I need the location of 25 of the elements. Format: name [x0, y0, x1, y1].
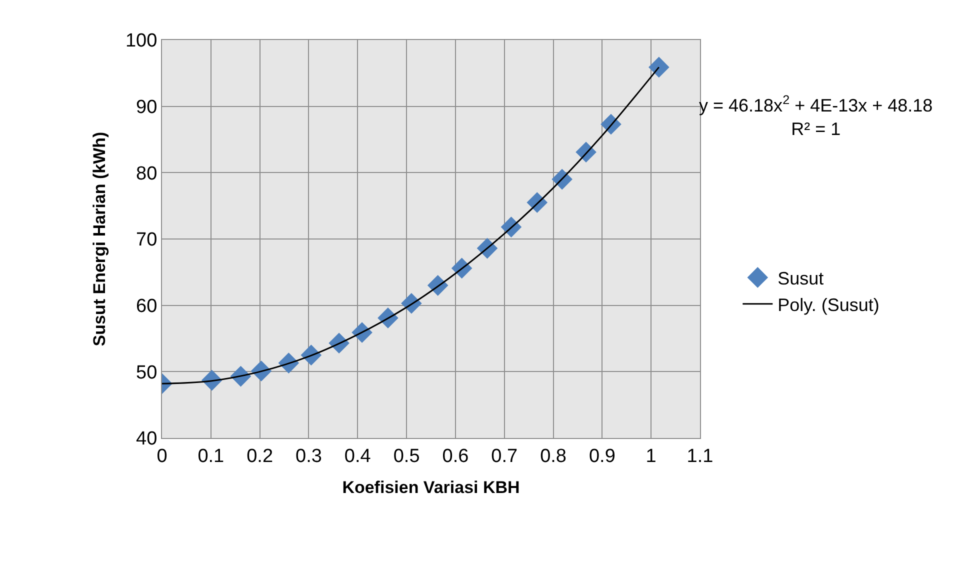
y-tick-label: 40 — [136, 428, 158, 450]
x-tick-label: 0.1 — [198, 446, 224, 467]
x-tick-label: 1.1 — [686, 446, 714, 467]
y-tick-label: 80 — [136, 163, 158, 184]
y-tick-label: 70 — [136, 230, 158, 251]
y-tick-label: 100 — [125, 30, 158, 52]
y-axis-title: Susut Energi Harian (kWh) — [90, 132, 110, 346]
x-tick-label: 0.8 — [540, 446, 566, 467]
y-tick-label: 60 — [136, 296, 158, 317]
x-tick-label: 0.2 — [246, 446, 274, 467]
y-tick-label: 90 — [136, 96, 158, 118]
annotation: y = 46.18x$^{2}$ + 4E-13x + 48.18 R² = 1 — [699, 93, 933, 139]
x-tick-label: 0.5 — [393, 446, 420, 467]
y-tick-label: 50 — [136, 362, 158, 384]
point — [648, 56, 670, 78]
x-tick-label: 0.4 — [344, 446, 372, 467]
x-tick-label: 0.6 — [442, 446, 469, 467]
x-tick-label: 0 — [156, 446, 168, 467]
x-tick-label: 0.7 — [491, 446, 518, 467]
legend-label: Poly. (Susut) — [778, 294, 880, 315]
x-tick-label: 1 — [646, 446, 656, 467]
legend-label: Susut — [778, 268, 824, 288]
x-tick-label: 0.9 — [588, 446, 616, 467]
x-tick-label: 0.3 — [296, 446, 322, 467]
x-axis-title: Koefisien Variasi KBH — [342, 478, 520, 498]
